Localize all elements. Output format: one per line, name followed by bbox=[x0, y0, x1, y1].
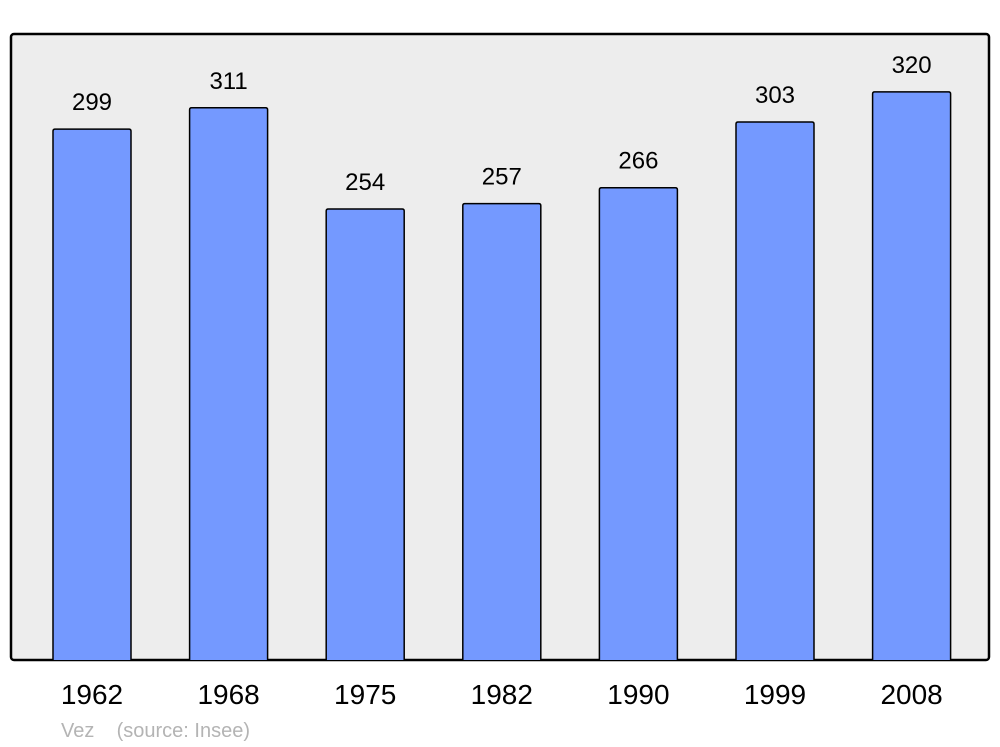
x-tick-label: 1962 bbox=[61, 679, 123, 710]
x-tick-label: 1975 bbox=[334, 679, 396, 710]
bar-1962 bbox=[52, 128, 132, 660]
x-tick-label: 2008 bbox=[880, 679, 942, 710]
data-label: 299 bbox=[72, 89, 112, 116]
data-label: 266 bbox=[618, 148, 658, 175]
data-label: 254 bbox=[345, 169, 385, 196]
x-tick-label: 1982 bbox=[471, 679, 533, 710]
x-tick-label: 1968 bbox=[197, 679, 259, 710]
bar-1982 bbox=[462, 202, 542, 660]
bar-1975 bbox=[325, 208, 405, 660]
bar-1990 bbox=[598, 186, 679, 660]
x-tick-label: 1999 bbox=[744, 679, 806, 710]
bar-2008 bbox=[871, 91, 952, 660]
x-tick-label: 1990 bbox=[607, 679, 669, 710]
data-label: 320 bbox=[892, 52, 932, 79]
bar-1968 bbox=[188, 107, 269, 660]
bar-1999 bbox=[735, 121, 815, 660]
data-label: 311 bbox=[209, 68, 247, 95]
data-label: 257 bbox=[482, 164, 522, 191]
data-label: 303 bbox=[755, 82, 795, 109]
chart-caption: Vez (source: Insee) bbox=[61, 720, 250, 742]
